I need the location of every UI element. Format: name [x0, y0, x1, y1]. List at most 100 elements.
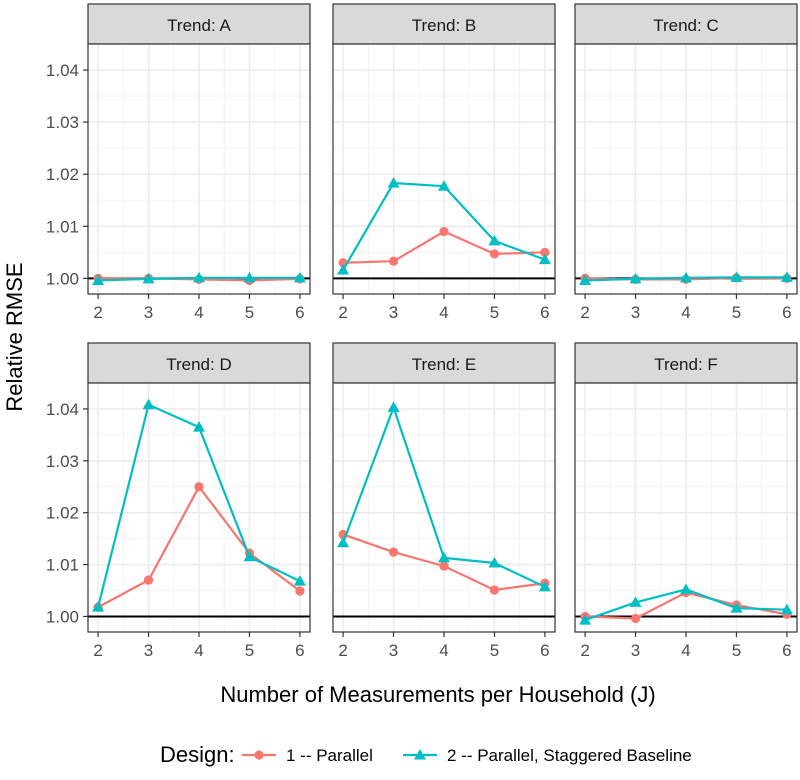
y-tick-label: 1.01: [46, 556, 79, 575]
legend-items: 1 -- Parallel 2 -- Parallel, Staggered Ba…: [242, 746, 692, 765]
facet-strip: [332, 3, 556, 45]
facet-panel: Trend: D 2 3 4 5 6 1.00 1.01 1.02 1.03 1.04: [46, 342, 311, 660]
x-tick-label: 4: [681, 641, 690, 660]
y-tick-label: 1.04: [46, 61, 79, 80]
y-axis-title-group: Relative RMSE: [2, 262, 27, 411]
y-tick-label: 1.04: [46, 400, 79, 419]
y-tick-label: 1.00: [46, 607, 79, 626]
x-tick-label: 3: [631, 641, 640, 660]
data-point: [388, 256, 399, 266]
x-tick-label: 2: [580, 641, 589, 660]
x-tick-label: 2: [338, 641, 347, 660]
facet-strip: [332, 342, 556, 384]
data-point: [293, 271, 306, 283]
legend-item: 2 -- Parallel, Staggered Baseline: [403, 746, 692, 765]
data-point: [540, 247, 550, 257]
facet-label: Trend: A: [167, 16, 231, 35]
legend-title: Design:: [160, 742, 235, 767]
x-tick-label: 4: [194, 641, 203, 660]
legend-label: 2 -- Parallel, Staggered Baseline: [447, 746, 692, 765]
data-point: [193, 271, 205, 283]
data-point: [143, 575, 154, 585]
data-point: [780, 271, 793, 282]
y-tick-label: 1.03: [46, 452, 79, 471]
data-point: [293, 575, 306, 586]
data-point: [142, 398, 155, 410]
facet-strip: [87, 342, 311, 384]
data-point: [295, 586, 305, 596]
data-point: [439, 561, 449, 571]
x-tick-label: 2: [338, 303, 347, 322]
facet-panels: Trend: A 2 3 4 5 6 1.00 1.01 1.02 1.03 1.04 Trend: …: [46, 3, 798, 660]
x-tick-label: 2: [93, 641, 102, 660]
data-point: [92, 601, 105, 612]
x-tick-label: 3: [389, 303, 398, 322]
data-point: [579, 614, 592, 625]
data-point: [538, 580, 551, 592]
data-point: [488, 557, 501, 568]
data-point: [730, 602, 743, 613]
data-point: [337, 536, 350, 548]
x-tick-label: 4: [681, 303, 690, 322]
data-point: [438, 180, 450, 191]
facet-panel: Trend: E 2 3 4 5 6: [332, 342, 556, 660]
legend-label: 1 -- Parallel: [286, 746, 373, 765]
legend: Design: 1 -- Parallel 2 -- Parallel, Stag…: [160, 742, 692, 767]
x-tick-label: 6: [782, 303, 791, 322]
x-tick-label: 5: [245, 303, 254, 322]
facet-strip: [87, 3, 311, 45]
x-tick-label: 3: [144, 303, 153, 322]
legend-marker: [254, 750, 264, 760]
data-point: [243, 550, 256, 562]
data-point: [489, 585, 500, 595]
facet-panel: Trend: A 2 3 4 5 6 1.00 1.01 1.02 1.03 1.04: [46, 3, 311, 322]
data-point: [142, 272, 155, 284]
facet-label: Trend: F: [654, 355, 718, 374]
facet-strip: [574, 3, 798, 45]
data-point: [438, 551, 450, 563]
data-point: [629, 596, 642, 607]
x-tick-label: 3: [631, 303, 640, 322]
x-tick-label: 2: [93, 303, 102, 322]
x-tick-label: 4: [439, 641, 448, 660]
data-point: [193, 421, 205, 432]
x-tick-label: 5: [490, 641, 499, 660]
y-tick-label: 1.00: [46, 269, 79, 288]
data-point: [579, 274, 592, 285]
x-tick-label: 6: [295, 303, 304, 322]
data-point: [387, 177, 400, 188]
y-tick-label: 1.02: [46, 504, 79, 523]
x-tick-label: 6: [540, 303, 549, 322]
data-point: [780, 603, 793, 615]
facet-label: Trend: C: [653, 16, 719, 35]
data-point: [630, 613, 641, 624]
data-point: [92, 274, 105, 285]
x-tick-label: 2: [580, 303, 589, 322]
data-point: [680, 583, 692, 594]
legend-item: 1 -- Parallel: [242, 746, 373, 765]
x-axis-title: Number of Measurements per Household (J): [220, 682, 655, 707]
data-point: [388, 547, 399, 557]
x-tick-label: 5: [490, 303, 499, 322]
data-point: [730, 271, 743, 282]
facet-panel: Trend: B 2 3 4 5 6: [332, 3, 556, 322]
y-axis-title: Relative RMSE: [2, 262, 27, 411]
y-tick-label: 1.02: [46, 165, 79, 184]
x-tick-label: 5: [245, 641, 254, 660]
y-tick-label: 1.01: [46, 217, 79, 236]
x-tick-label: 6: [782, 641, 791, 660]
data-point: [439, 226, 449, 237]
data-point: [488, 234, 501, 246]
x-tick-label: 3: [389, 641, 398, 660]
data-point: [243, 271, 256, 283]
y-tick-label: 1.03: [46, 113, 79, 132]
facet-label: Trend: B: [412, 16, 477, 35]
x-tick-label: 6: [540, 641, 549, 660]
facet-panel: Trend: F 2 3 4 5 6: [574, 342, 798, 660]
x-tick-label: 6: [295, 641, 304, 660]
data-point: [538, 253, 551, 265]
data-point: [387, 401, 400, 412]
facet-strip: [574, 342, 798, 384]
facet-label: Trend: E: [412, 355, 477, 374]
